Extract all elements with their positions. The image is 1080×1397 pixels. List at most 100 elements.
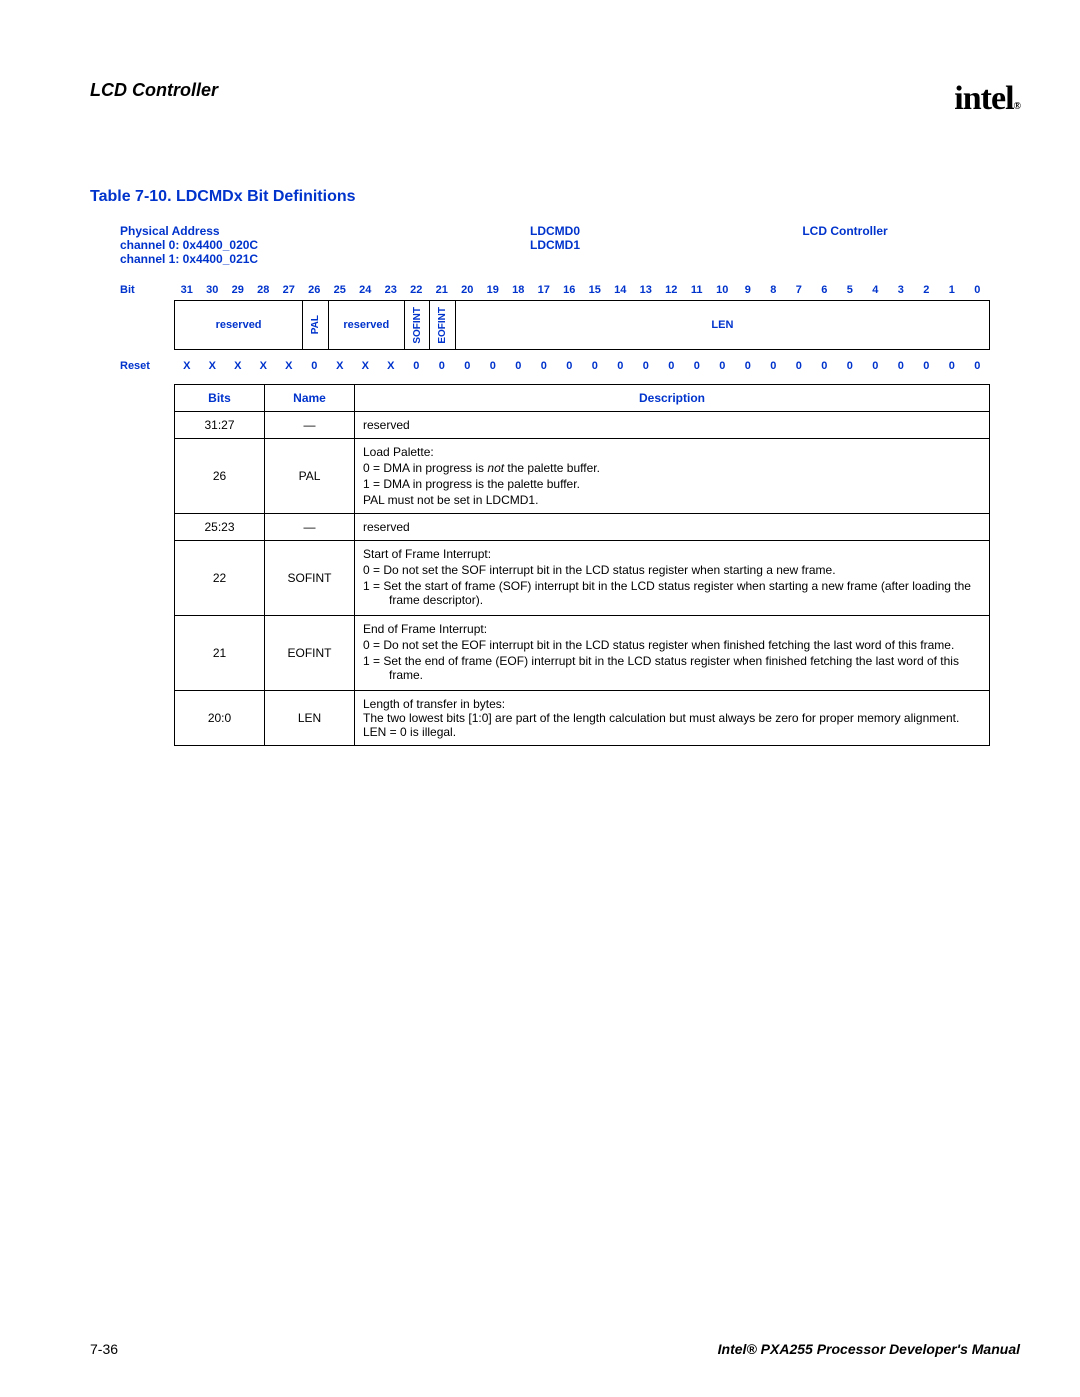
reset-value: 0 [557,356,583,376]
table-row: 26PALLoad Palette:0 = DMA in progress is… [175,439,990,514]
cell-name: EOFINT [265,616,355,691]
register-names: LDCMD0 LDCMD1 [410,224,700,266]
reset-value: 0 [812,356,838,376]
reset-value: X [276,356,302,376]
cell-bits: 26 [175,439,265,514]
reset-value: 0 [302,356,328,376]
cell-name: PAL [265,439,355,514]
cell-bits: 20:0 [175,691,265,746]
cell-bits: 21 [175,616,265,691]
manual-title: Intel® PXA255 Processor Developer's Manu… [718,1341,1020,1357]
bit-index: 28 [251,280,277,300]
bit-index: 23 [378,280,404,300]
reset-value: X [174,356,200,376]
reset-value: X [200,356,226,376]
physical-address: Physical Address channel 0: 0x4400_020C … [120,224,410,266]
section-title: LCD Controller [90,80,218,101]
reset-value: 0 [786,356,812,376]
bit-index: 5 [837,280,863,300]
cell-name: LEN [265,691,355,746]
reset-value: 0 [939,356,965,376]
table-row: 31:27—reserved [175,412,990,439]
bit-index: 16 [557,280,583,300]
bit-field: SOFINT [404,301,429,349]
bit-index: 18 [506,280,532,300]
bit-index: 3 [888,280,914,300]
page-header: LCD Controller intel® [90,80,1020,118]
module-name: LCD Controller [700,224,990,266]
page-footer: 7-36 Intel® PXA255 Processor Developer's… [90,1341,1020,1357]
bit-index: 19 [480,280,506,300]
cell-bits: 31:27 [175,412,265,439]
table-row: 20:0LENLength of transfer in bytes:The t… [175,691,990,746]
bit-index-row: Bit3130292827262524232221201918171615141… [120,280,990,300]
bit-index: 22 [404,280,430,300]
table-row: 25:23—reserved [175,514,990,541]
bit-index: 24 [353,280,379,300]
bit-index: 26 [302,280,328,300]
bit-index: 2 [914,280,940,300]
bit-index: 4 [863,280,889,300]
cell-name: — [265,412,355,439]
cell-bits: 22 [175,541,265,616]
bit-index: 8 [761,280,787,300]
register-block: Physical Address channel 0: 0x4400_020C … [120,224,990,746]
register-info-row: Physical Address channel 0: 0x4400_020C … [120,224,990,266]
bit-index: 10 [710,280,736,300]
reset-value: 0 [531,356,557,376]
bit-field: PAL [302,301,327,349]
bit-index: 7 [786,280,812,300]
reset-value: X [225,356,251,376]
bit-index: 27 [276,280,302,300]
reset-value: 0 [633,356,659,376]
bit-field: LEN [455,301,989,349]
cell-description: reserved [355,412,990,439]
col-header-desc: Description [355,385,990,412]
bit-index: 13 [633,280,659,300]
cell-description: Length of transfer in bytes:The two lowe… [355,691,990,746]
table-row: 22SOFINTStart of Frame Interrupt:0 = Do … [175,541,990,616]
bit-index: 29 [225,280,251,300]
reset-value: 0 [888,356,914,376]
bit-field: reserved [175,301,302,349]
reset-value: X [251,356,277,376]
table-header-row: Bits Name Description [175,385,990,412]
bit-index: 31 [174,280,200,300]
bit-field: reserved [328,301,404,349]
reset-value: 0 [965,356,991,376]
bit-index: 11 [684,280,710,300]
reset-value: 0 [914,356,940,376]
bit-label: Bit [120,280,174,300]
reset-row: ResetXXXXX0XXX00000000000000000000000 [120,356,990,376]
bit-index: 30 [200,280,226,300]
reset-value: X [353,356,379,376]
bit-field: EOFINT [429,301,454,349]
cell-description: Start of Frame Interrupt:0 = Do not set … [355,541,990,616]
reset-value: 0 [582,356,608,376]
bit-index: 0 [965,280,991,300]
bit-index: 15 [582,280,608,300]
col-header-bits: Bits [175,385,265,412]
cell-description: End of Frame Interrupt:0 = Do not set th… [355,616,990,691]
cell-name: — [265,514,355,541]
intel-logo: intel® [954,80,1020,118]
reset-value: 0 [837,356,863,376]
reset-value: 0 [480,356,506,376]
bit-index: 1 [939,280,965,300]
reset-value: 0 [404,356,430,376]
reset-value: 0 [684,356,710,376]
cell-name: SOFINT [265,541,355,616]
bit-index: 6 [812,280,838,300]
reset-value: 0 [608,356,634,376]
reset-value: X [327,356,353,376]
bit-definitions-table: Bits Name Description 31:27—reserved26PA… [174,384,990,746]
col-header-name: Name [265,385,355,412]
reset-value: X [378,356,404,376]
table-title: Table 7-10. LDCMDx Bit Definitions [90,188,1020,206]
reset-value: 0 [863,356,889,376]
reset-value: 0 [659,356,685,376]
reset-value: 0 [735,356,761,376]
bit-index: 17 [531,280,557,300]
bit-fields-row: reservedPALreservedSOFINTEOFINTLEN [174,300,990,350]
bit-index: 25 [327,280,353,300]
